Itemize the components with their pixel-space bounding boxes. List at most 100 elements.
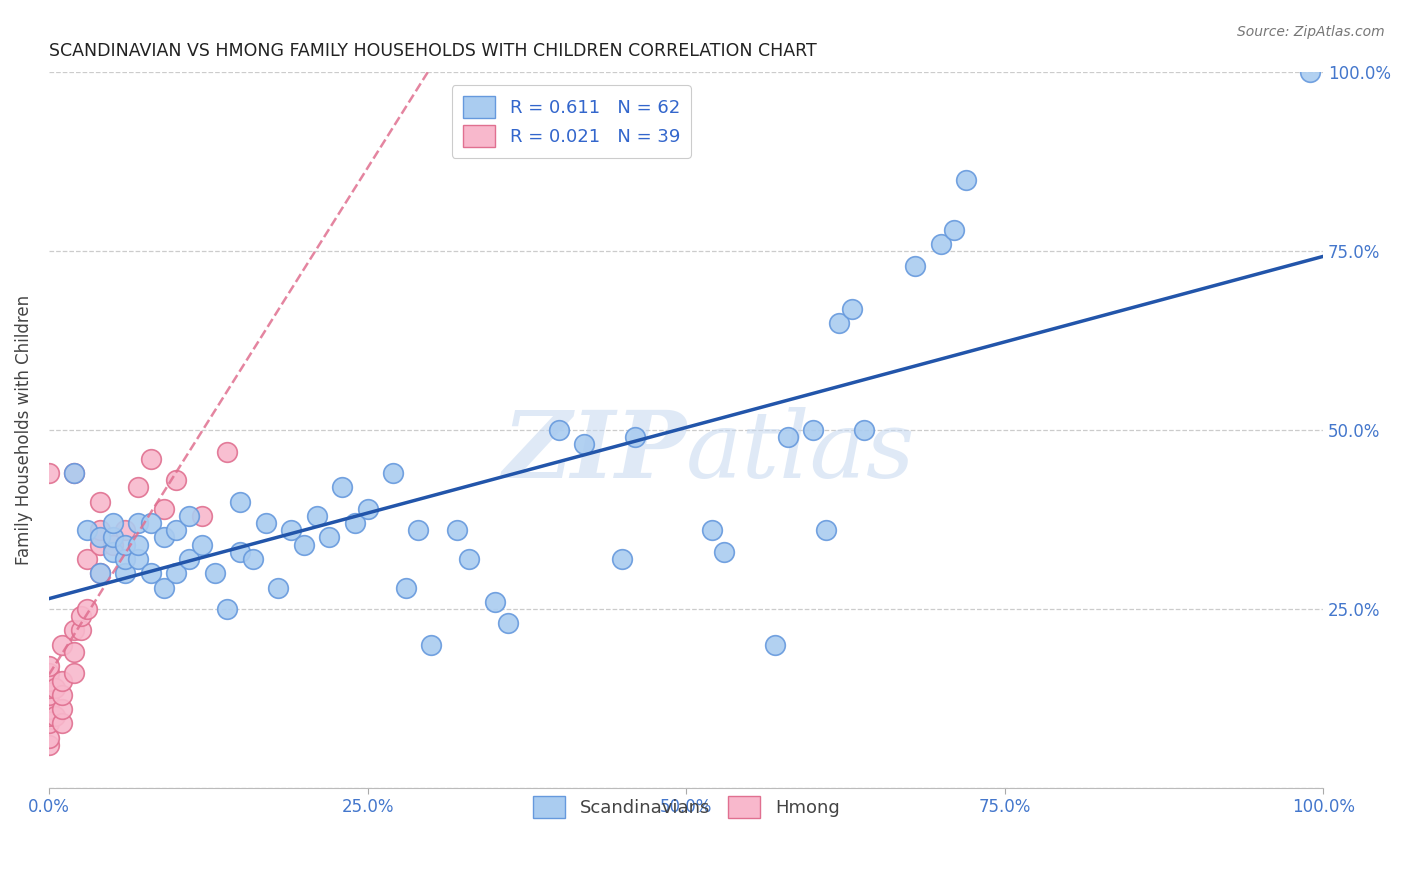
Point bbox=[904, 259, 927, 273]
Point bbox=[165, 473, 187, 487]
Point bbox=[38, 681, 60, 695]
Point bbox=[51, 673, 73, 688]
Point bbox=[624, 430, 647, 444]
Point bbox=[114, 538, 136, 552]
Point bbox=[51, 716, 73, 731]
Point bbox=[89, 538, 111, 552]
Point bbox=[942, 223, 965, 237]
Point bbox=[76, 524, 98, 538]
Point bbox=[44, 709, 66, 723]
Point bbox=[63, 666, 86, 681]
Point bbox=[828, 316, 851, 330]
Point bbox=[89, 566, 111, 581]
Point bbox=[38, 659, 60, 673]
Point bbox=[280, 524, 302, 538]
Point bbox=[38, 666, 60, 681]
Point bbox=[318, 531, 340, 545]
Point bbox=[38, 738, 60, 752]
Point bbox=[547, 423, 569, 437]
Point bbox=[191, 538, 214, 552]
Point bbox=[292, 538, 315, 552]
Point bbox=[217, 602, 239, 616]
Point bbox=[853, 423, 876, 437]
Point bbox=[76, 552, 98, 566]
Point bbox=[89, 531, 111, 545]
Point bbox=[612, 552, 634, 566]
Point bbox=[63, 624, 86, 638]
Point bbox=[1299, 65, 1322, 79]
Point bbox=[815, 524, 838, 538]
Point bbox=[63, 466, 86, 480]
Point bbox=[713, 545, 735, 559]
Point bbox=[152, 531, 174, 545]
Point bbox=[38, 731, 60, 745]
Text: atlas: atlas bbox=[686, 407, 915, 497]
Point bbox=[38, 716, 60, 731]
Point bbox=[204, 566, 226, 581]
Point bbox=[191, 508, 214, 523]
Point bbox=[114, 552, 136, 566]
Point bbox=[841, 301, 863, 316]
Point bbox=[496, 616, 519, 631]
Point bbox=[139, 451, 162, 466]
Point bbox=[343, 516, 366, 530]
Point bbox=[700, 524, 723, 538]
Point bbox=[382, 466, 405, 480]
Point bbox=[127, 538, 149, 552]
Text: Source: ZipAtlas.com: Source: ZipAtlas.com bbox=[1237, 25, 1385, 39]
Point bbox=[229, 545, 252, 559]
Point bbox=[356, 501, 378, 516]
Point bbox=[101, 516, 124, 530]
Point bbox=[484, 595, 506, 609]
Point bbox=[242, 552, 264, 566]
Point bbox=[127, 516, 149, 530]
Point bbox=[803, 423, 825, 437]
Point bbox=[179, 552, 201, 566]
Point bbox=[572, 437, 595, 451]
Point bbox=[89, 566, 111, 581]
Point bbox=[955, 173, 977, 187]
Point bbox=[446, 524, 468, 538]
Point bbox=[76, 602, 98, 616]
Point bbox=[254, 516, 277, 530]
Point bbox=[38, 702, 60, 716]
Point bbox=[51, 688, 73, 702]
Point bbox=[139, 566, 162, 581]
Point bbox=[408, 524, 430, 538]
Point bbox=[69, 624, 91, 638]
Point bbox=[38, 466, 60, 480]
Point bbox=[179, 508, 201, 523]
Legend: Scandinavians, Hmong: Scandinavians, Hmong bbox=[526, 789, 846, 825]
Point bbox=[217, 444, 239, 458]
Point bbox=[458, 552, 481, 566]
Point bbox=[127, 552, 149, 566]
Point bbox=[38, 673, 60, 688]
Point bbox=[929, 237, 952, 252]
Point bbox=[89, 494, 111, 508]
Point bbox=[51, 638, 73, 652]
Point bbox=[152, 581, 174, 595]
Point bbox=[395, 581, 418, 595]
Point bbox=[101, 531, 124, 545]
Y-axis label: Family Households with Children: Family Households with Children bbox=[15, 295, 32, 566]
Point bbox=[101, 545, 124, 559]
Point bbox=[420, 638, 443, 652]
Point bbox=[114, 524, 136, 538]
Point bbox=[101, 538, 124, 552]
Text: SCANDINAVIAN VS HMONG FAMILY HOUSEHOLDS WITH CHILDREN CORRELATION CHART: SCANDINAVIAN VS HMONG FAMILY HOUSEHOLDS … bbox=[49, 42, 817, 60]
Point bbox=[330, 480, 353, 494]
Point bbox=[51, 702, 73, 716]
Point bbox=[114, 566, 136, 581]
Point bbox=[229, 494, 252, 508]
Point bbox=[165, 524, 187, 538]
Point bbox=[763, 638, 786, 652]
Point bbox=[152, 501, 174, 516]
Text: ZIP: ZIP bbox=[502, 407, 686, 497]
Point bbox=[127, 480, 149, 494]
Point bbox=[139, 516, 162, 530]
Point bbox=[63, 466, 86, 480]
Point bbox=[89, 524, 111, 538]
Point bbox=[38, 709, 60, 723]
Point bbox=[38, 695, 60, 709]
Point bbox=[63, 645, 86, 659]
